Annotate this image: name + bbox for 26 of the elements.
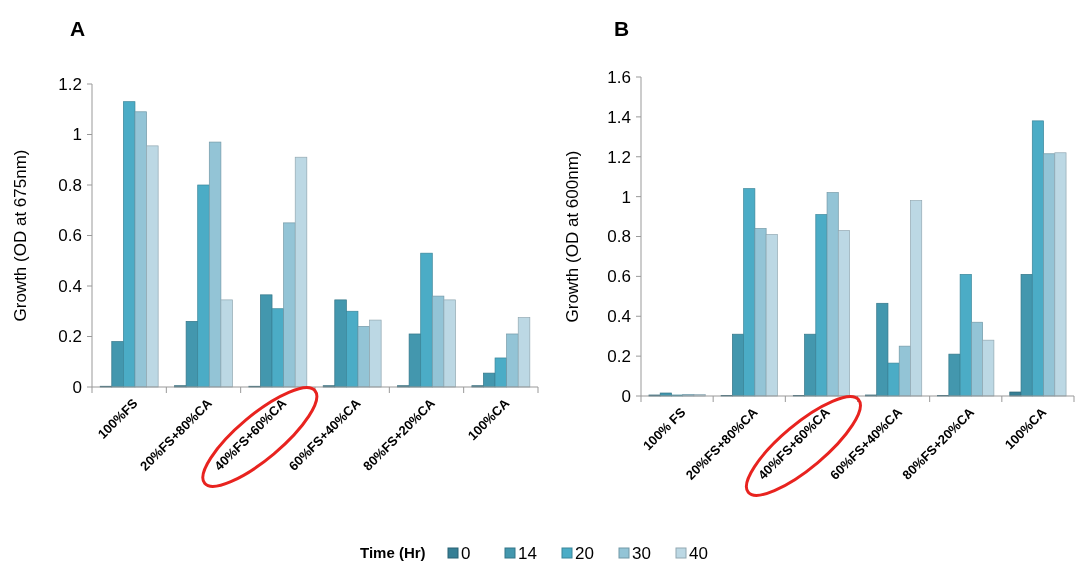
y-tick-label: 1.6 — [607, 67, 631, 87]
legend-label: 40 — [689, 543, 708, 563]
y-tick-label: 0.8 — [607, 227, 631, 247]
y-tick-label: 0.2 — [58, 327, 82, 347]
y-tick-label: 0.8 — [58, 175, 82, 195]
legend-title: Time (Hr) — [360, 544, 426, 562]
y-tick-label: 0 — [621, 386, 631, 406]
y-tick-label: 1.2 — [58, 74, 82, 94]
y-tick-label: 0.6 — [58, 226, 82, 246]
y-axis-title: Growth (OD at 675nm) — [10, 149, 30, 322]
legend-label: 30 — [632, 543, 651, 563]
y-tick-label: 0.2 — [607, 347, 631, 367]
y-tick-label: 1 — [72, 125, 82, 145]
y-tick-label: 0.4 — [58, 276, 82, 296]
chart-title: B — [614, 17, 630, 40]
y-tick-label: 1.4 — [607, 107, 631, 127]
chart-title: A — [70, 17, 86, 40]
y-axis-title: Growth (OD at 600nm) — [562, 150, 582, 323]
y-tick-label: 0 — [72, 377, 82, 397]
y-tick-label: 0.6 — [607, 267, 631, 287]
legend-label: 0 — [461, 543, 471, 563]
legend-label: 14 — [518, 543, 537, 563]
y-tick-label: 0.4 — [607, 307, 631, 327]
legend-label: 20 — [575, 543, 594, 563]
y-tick-label: 1.2 — [607, 147, 631, 167]
y-tick-label: 1 — [621, 187, 631, 207]
